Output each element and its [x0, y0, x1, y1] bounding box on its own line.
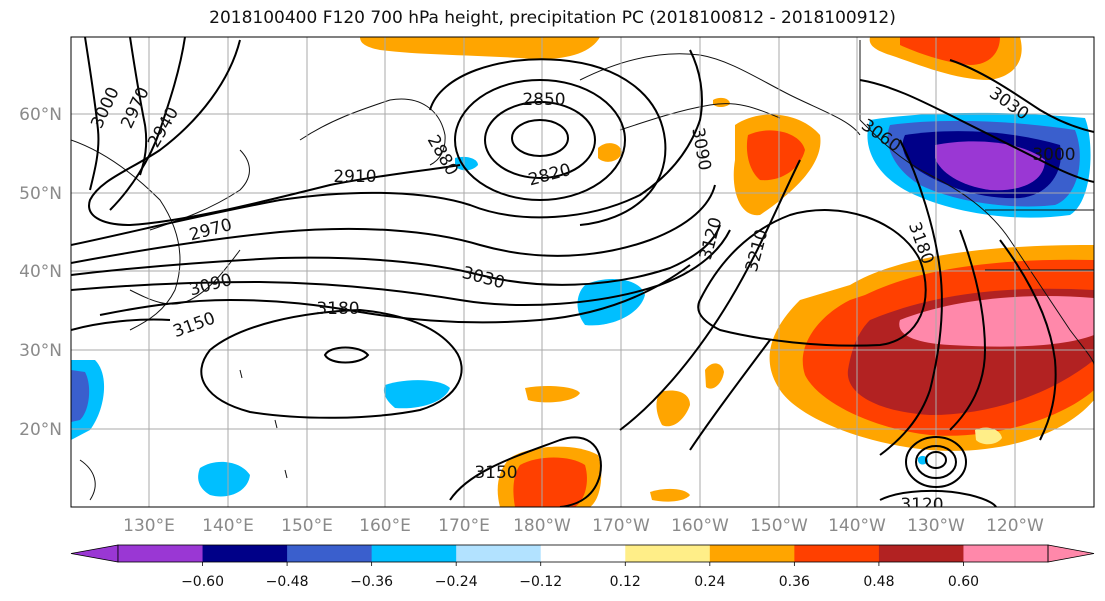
lon-label: 120°W	[986, 516, 1044, 536]
precip-area-small-1	[598, 143, 622, 162]
colorbar-ticks: −0.60 −0.48 −0.36 −0.24 −0.12 0.12 0.24 …	[181, 574, 979, 590]
colorbar-segment	[456, 545, 542, 562]
map-title: 2018100400 F120 700 hPa height, precipit…	[209, 8, 896, 28]
colorbar-tick-label: 0.48	[863, 574, 894, 590]
gridlines	[71, 37, 1094, 507]
colorbar-segment	[118, 545, 204, 562]
colorbar-tick-label: −0.36	[350, 574, 393, 590]
precip-area-small-5	[650, 488, 690, 502]
lat-label: 60°N	[19, 105, 62, 125]
colorbar-segment	[287, 545, 373, 562]
lon-labels: 130°E 140°E 150°E 160°E 170°E 180°W 170°…	[123, 516, 1044, 536]
precip-area-negative-sw	[198, 461, 250, 497]
precip-area-east-pacific-max	[899, 296, 1094, 347]
lat-labels: 60°N 50°N 40°N 30°N 20°N	[19, 105, 62, 440]
colorbar-tick-label: 0.60	[948, 574, 979, 590]
colorbar-segment	[202, 545, 288, 562]
contour-label: 3180	[316, 299, 359, 319]
precip-area-small-4	[705, 363, 724, 389]
lon-label: 180°W	[513, 516, 571, 536]
lon-label: 170°W	[592, 516, 650, 536]
contour-label: 3150	[474, 463, 517, 483]
precip-area-south-central-core	[513, 457, 587, 507]
precip-area-negative-central	[577, 279, 645, 326]
colorbar-segment	[878, 545, 964, 562]
lon-label: 170°E	[438, 516, 490, 536]
lon-label: 150°E	[281, 516, 333, 536]
colorbar-extend-low	[70, 544, 119, 563]
colorbar-extend-high	[1047, 544, 1095, 563]
colorbar-segment	[371, 545, 457, 562]
colorbar-tick-label: −0.60	[181, 574, 224, 590]
map-frame	[70, 36, 1095, 508]
contour-label: 2910	[333, 167, 376, 187]
lon-label: 140°E	[202, 516, 254, 536]
precip-area-small-6	[713, 97, 730, 107]
colorbar-tick-label: −0.12	[519, 574, 562, 590]
precip-area-north-east-core	[900, 37, 1000, 65]
precip-area-north	[360, 37, 600, 60]
precip-area-small-2	[525, 385, 580, 403]
colorbar-segment	[540, 545, 626, 562]
lat-label: 40°N	[19, 262, 62, 282]
colorbar-tick-label: −0.48	[266, 574, 309, 590]
colorbar-segment	[709, 545, 795, 562]
precip-area-small-3	[656, 390, 690, 427]
contour-label: 3120	[900, 495, 943, 515]
lon-label: 140°W	[828, 516, 886, 536]
colorbar	[70, 544, 1095, 566]
lon-label: 160°E	[359, 516, 411, 536]
lat-label: 20°N	[19, 420, 62, 440]
precip-area-small-7	[975, 427, 1002, 445]
colorbar-frame	[117, 544, 1049, 563]
precip-area-alaska-core	[746, 130, 805, 181]
lat-label: 50°N	[19, 184, 62, 204]
lon-label: 160°W	[671, 516, 729, 536]
colorbar-tick-label: 0.36	[779, 574, 810, 590]
colorbar-tick-label: 0.24	[694, 574, 725, 590]
colorbar-segment	[794, 545, 880, 562]
colorbar-segment	[625, 545, 711, 562]
precip-area-negative-south	[383, 380, 450, 409]
contour-label: 2850	[522, 90, 565, 110]
precip-area-negative-west-edge-core	[71, 370, 90, 422]
lon-label: 130°E	[123, 516, 175, 536]
lon-label: 150°W	[750, 516, 808, 536]
height-contours	[71, 37, 1094, 507]
contour-label: 3000	[1032, 145, 1075, 165]
colorbar-tick-label: −0.24	[435, 574, 478, 590]
colorbar-tick-label: 0.12	[610, 574, 641, 590]
lat-label: 30°N	[19, 341, 62, 361]
precip-area-negative-ne-max	[935, 141, 1045, 191]
colorbar-segment	[963, 545, 1049, 562]
lon-label: 130°W	[907, 516, 965, 536]
